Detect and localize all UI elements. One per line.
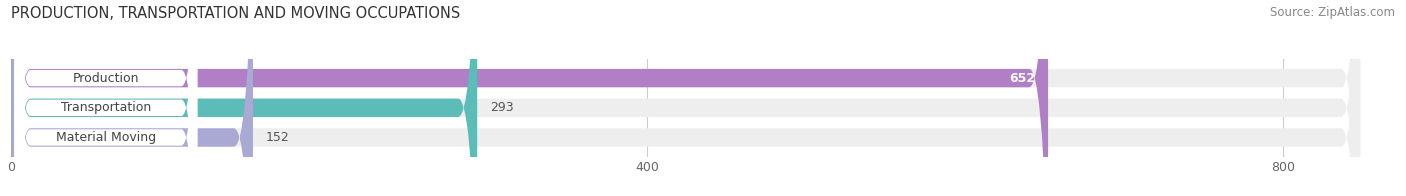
Text: PRODUCTION, TRANSPORTATION AND MOVING OCCUPATIONS: PRODUCTION, TRANSPORTATION AND MOVING OC…: [11, 6, 461, 21]
Text: 293: 293: [489, 101, 513, 114]
FancyBboxPatch shape: [11, 0, 1360, 196]
Text: Source: ZipAtlas.com: Source: ZipAtlas.com: [1270, 6, 1395, 19]
FancyBboxPatch shape: [11, 0, 253, 196]
FancyBboxPatch shape: [11, 0, 1047, 196]
FancyBboxPatch shape: [11, 0, 1360, 196]
Text: 652: 652: [1010, 72, 1035, 85]
FancyBboxPatch shape: [14, 0, 197, 196]
Text: Material Moving: Material Moving: [56, 131, 156, 144]
FancyBboxPatch shape: [11, 0, 477, 196]
FancyBboxPatch shape: [14, 0, 197, 196]
Text: Production: Production: [73, 72, 139, 85]
FancyBboxPatch shape: [14, 0, 197, 196]
FancyBboxPatch shape: [11, 0, 1360, 196]
Text: Transportation: Transportation: [60, 101, 150, 114]
Text: 152: 152: [266, 131, 290, 144]
